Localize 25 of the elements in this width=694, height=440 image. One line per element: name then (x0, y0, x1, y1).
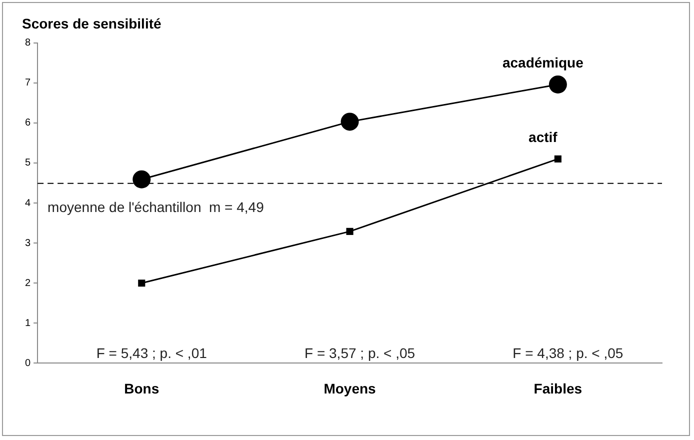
point (138, 280, 146, 287)
y-tick-label: 0 (25, 358, 31, 369)
point (340, 112, 359, 131)
y-tick-label: 7 (25, 78, 31, 89)
ref-line-label: moyenne de l'échantillon m = 4,49 (48, 199, 264, 216)
annotation: F = 4,38 ; p. < ,05 (512, 345, 624, 362)
point (132, 170, 151, 188)
x-tick-label: Bons (124, 380, 160, 396)
series-label: actif (528, 128, 558, 145)
x-tick-label: Moyens (324, 380, 376, 396)
point (548, 75, 567, 94)
series-label: académique (502, 54, 584, 70)
x-tick-label: Faibles (534, 380, 582, 396)
point (346, 228, 354, 235)
y-tick-label: 6 (25, 118, 31, 129)
annotation: F = 5,43 ; p. < ,01 (96, 345, 208, 362)
y-tick-label: 8 (25, 38, 31, 49)
y-tick-label: 4 (25, 198, 31, 209)
y-tick-label: 5 (25, 158, 31, 169)
y-tick-label: 2 (25, 278, 31, 289)
chart-title: Scores de sensibilité (22, 15, 162, 32)
point (554, 155, 562, 162)
y-tick-label: 1 (25, 318, 31, 329)
annotation: F = 3,57 ; p. < ,05 (304, 345, 416, 362)
y-tick-label: 3 (25, 238, 31, 249)
